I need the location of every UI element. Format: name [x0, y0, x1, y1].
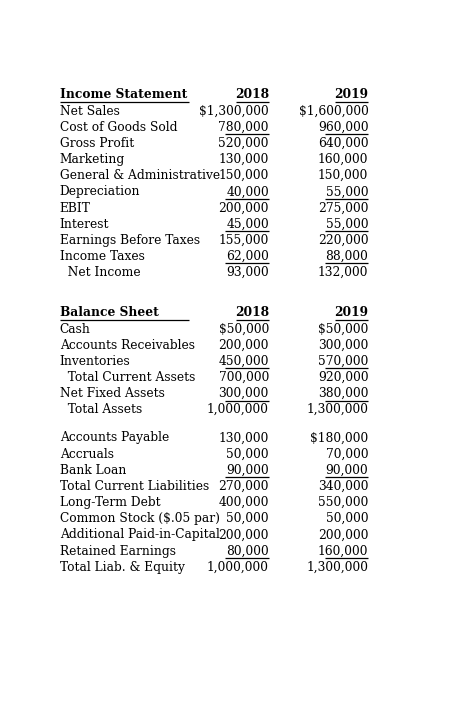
Text: 380,000: 380,000 — [318, 387, 369, 400]
Text: 130,000: 130,000 — [219, 432, 269, 444]
Text: 400,000: 400,000 — [219, 496, 269, 509]
Text: Cash: Cash — [60, 323, 90, 336]
Text: 200,000: 200,000 — [318, 528, 369, 541]
Text: 1,300,000: 1,300,000 — [306, 561, 369, 574]
Text: 130,000: 130,000 — [219, 153, 269, 166]
Text: Earnings Before Taxes: Earnings Before Taxes — [60, 234, 200, 247]
Text: 88,000: 88,000 — [325, 250, 369, 263]
Text: 780,000: 780,000 — [219, 121, 269, 134]
Text: 340,000: 340,000 — [318, 480, 369, 493]
Text: Retained Earnings: Retained Earnings — [60, 545, 176, 557]
Text: Net Income: Net Income — [60, 266, 140, 279]
Text: 2018: 2018 — [235, 88, 269, 102]
Text: Net Fixed Assets: Net Fixed Assets — [60, 387, 165, 400]
Text: Depreciation: Depreciation — [60, 186, 140, 198]
Text: Interest: Interest — [60, 218, 109, 230]
Text: 2019: 2019 — [334, 88, 369, 102]
Text: $50,000: $50,000 — [219, 323, 269, 336]
Text: 200,000: 200,000 — [219, 338, 269, 352]
Text: $180,000: $180,000 — [310, 432, 369, 444]
Text: 520,000: 520,000 — [219, 137, 269, 150]
Text: 2019: 2019 — [334, 306, 369, 319]
Text: 160,000: 160,000 — [318, 153, 369, 166]
Text: Bank Loan: Bank Loan — [60, 464, 126, 477]
Text: Income Taxes: Income Taxes — [60, 250, 144, 263]
Text: 150,000: 150,000 — [219, 169, 269, 182]
Text: 155,000: 155,000 — [219, 234, 269, 247]
Text: 220,000: 220,000 — [318, 234, 369, 247]
Text: Marketing: Marketing — [60, 153, 125, 166]
Text: 55,000: 55,000 — [326, 218, 369, 230]
Text: 90,000: 90,000 — [326, 464, 369, 477]
Text: Accounts Payable: Accounts Payable — [60, 432, 169, 444]
Text: 40,000: 40,000 — [226, 186, 269, 198]
Text: 150,000: 150,000 — [318, 169, 369, 182]
Text: 45,000: 45,000 — [226, 218, 269, 230]
Text: 132,000: 132,000 — [318, 266, 369, 279]
Text: $1,300,000: $1,300,000 — [199, 105, 269, 117]
Text: Total Current Assets: Total Current Assets — [60, 371, 195, 384]
Text: Gross Profit: Gross Profit — [60, 137, 134, 150]
Text: 1,000,000: 1,000,000 — [207, 403, 269, 416]
Text: 1,000,000: 1,000,000 — [207, 561, 269, 574]
Text: Total Current Liabilities: Total Current Liabilities — [60, 480, 209, 493]
Text: 300,000: 300,000 — [219, 387, 269, 400]
Text: 300,000: 300,000 — [318, 338, 369, 352]
Text: $1,600,000: $1,600,000 — [298, 105, 369, 117]
Text: 62,000: 62,000 — [226, 250, 269, 263]
Text: 55,000: 55,000 — [326, 186, 369, 198]
Text: Cost of Goods Sold: Cost of Goods Sold — [60, 121, 177, 134]
Text: 450,000: 450,000 — [219, 355, 269, 368]
Text: 2018: 2018 — [235, 306, 269, 319]
Text: 960,000: 960,000 — [318, 121, 369, 134]
Text: 920,000: 920,000 — [318, 371, 369, 384]
Text: EBIT: EBIT — [60, 201, 90, 215]
Text: Accruals: Accruals — [60, 448, 114, 461]
Text: 275,000: 275,000 — [318, 201, 369, 215]
Text: 50,000: 50,000 — [226, 512, 269, 525]
Text: 80,000: 80,000 — [226, 545, 269, 557]
Text: 270,000: 270,000 — [219, 480, 269, 493]
Text: 200,000: 200,000 — [219, 201, 269, 215]
Text: 1,300,000: 1,300,000 — [306, 403, 369, 416]
Text: 90,000: 90,000 — [226, 464, 269, 477]
Text: 550,000: 550,000 — [318, 496, 369, 509]
Text: 70,000: 70,000 — [326, 448, 369, 461]
Text: 200,000: 200,000 — [219, 528, 269, 541]
Text: $50,000: $50,000 — [318, 323, 369, 336]
Text: Total Liab. & Equity: Total Liab. & Equity — [60, 561, 184, 574]
Text: Inventories: Inventories — [60, 355, 130, 368]
Text: Additional Paid-in-Capital: Additional Paid-in-Capital — [60, 528, 220, 541]
Text: 160,000: 160,000 — [318, 545, 369, 557]
Text: 50,000: 50,000 — [226, 448, 269, 461]
Text: Accounts Receivables: Accounts Receivables — [60, 338, 195, 352]
Text: Balance Sheet: Balance Sheet — [60, 306, 158, 319]
Text: 700,000: 700,000 — [219, 371, 269, 384]
Text: Common Stock ($.05 par): Common Stock ($.05 par) — [60, 512, 220, 525]
Text: Long-Term Debt: Long-Term Debt — [60, 496, 160, 509]
Text: General & Administrative: General & Administrative — [60, 169, 220, 182]
Text: Income Statement: Income Statement — [60, 88, 187, 102]
Text: 570,000: 570,000 — [318, 355, 369, 368]
Text: Net Sales: Net Sales — [60, 105, 120, 117]
Text: 50,000: 50,000 — [326, 512, 369, 525]
Text: Total Assets: Total Assets — [60, 403, 142, 416]
Text: 640,000: 640,000 — [318, 137, 369, 150]
Text: 93,000: 93,000 — [226, 266, 269, 279]
